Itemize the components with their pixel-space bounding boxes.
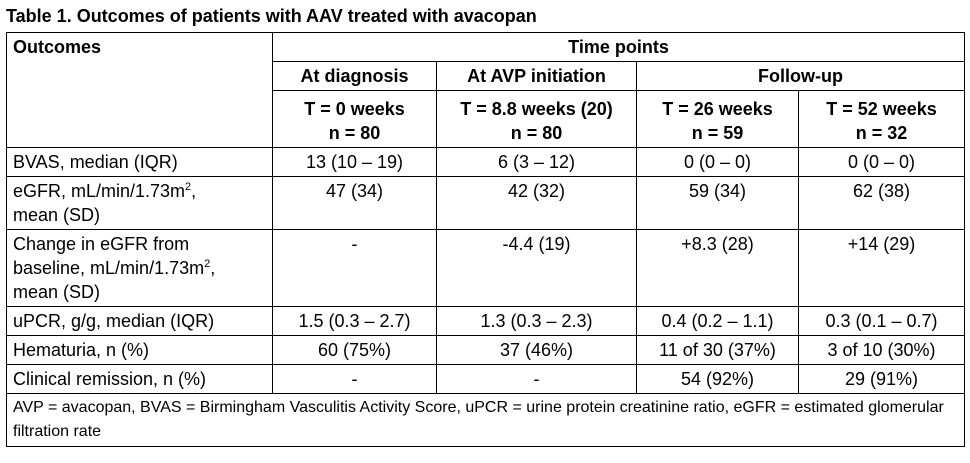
table-footnote: AVP = avacopan, BVAS = Birmingham Vascul… (6, 393, 965, 447)
table-cell: 6 (3 – 12) (436, 147, 637, 177)
superscript: 2 (204, 258, 211, 270)
header-row-groups: At diagnosis At AVP initiation Follow-up (7, 61, 965, 91)
footnote-row: AVP = avacopan, BVAS = Birmingham Vascul… (6, 393, 965, 447)
column-header: T = 26 weeks n = 59 (636, 90, 799, 148)
table-cell: 42 (32) (436, 176, 637, 230)
table-cell: 62 (38) (798, 176, 965, 230)
row-label: Hematuria, n (%) (6, 335, 273, 365)
table-cell: 0 (0 – 0) (798, 147, 965, 177)
column-header: T = 8.8 weeks (20) n = 80 (436, 90, 637, 148)
header-row-timepoints: T = 0 weeks n = 80 T = 8.8 weeks (20) n … (7, 90, 965, 148)
table-cell: 60 (75%) (272, 335, 437, 365)
table-row: uPCR, g/g, median (IQR) 1.5 (0.3 – 2.7) … (6, 306, 965, 336)
table-row: Change in eGFR from baseline, mL/min/1.7… (6, 229, 965, 307)
column-n: n = 32 (855, 123, 908, 143)
row-label: Change in eGFR from baseline, mL/min/1.7… (6, 229, 273, 307)
table-cell: +8.3 (28) (636, 229, 799, 307)
table-cell: 3 of 10 (30%) (798, 335, 965, 365)
table-cell: - (272, 229, 437, 307)
table-cell: 29 (91%) (798, 364, 965, 394)
table-caption: Table 1. Outcomes of patients with AAV t… (6, 6, 537, 26)
column-time: T = 0 weeks (304, 99, 405, 119)
table-cell: 0 (0 – 0) (636, 147, 799, 177)
outcomes-table: Outcomes Time points At diagnosis At AVP… (6, 32, 965, 447)
column-n: n = 59 (691, 123, 744, 143)
row-label: Clinical remission, n (%) (6, 364, 273, 394)
row-label: uPCR, g/g, median (IQR) (6, 306, 273, 336)
row-label-text: mean (SD) (13, 205, 101, 225)
group-header-diagnosis: At diagnosis (272, 61, 437, 91)
column-header: T = 0 weeks n = 80 (272, 90, 437, 148)
column-n: n = 80 (510, 123, 563, 143)
table-cell: 47 (34) (272, 176, 437, 230)
row-label-text: , (210, 258, 216, 278)
table-row: Hematuria, n (%) 60 (75%) 37 (46%) 11 of… (6, 335, 965, 365)
column-n: n = 80 (328, 123, 381, 143)
group-header-avp-initiation: At AVP initiation (436, 61, 637, 91)
outcomes-header: Outcomes (6, 32, 273, 148)
table-cell: 37 (46%) (436, 335, 637, 365)
table-cell: 1.5 (0.3 – 2.7) (272, 306, 437, 336)
row-label-text: , (191, 181, 197, 201)
table-row: BVAS, median (IQR) 13 (10 – 19) 6 (3 – 1… (6, 147, 965, 177)
table-cell: 0.4 (0.2 – 1.1) (636, 306, 799, 336)
row-label-text: baseline, mL/min/1.73m (13, 258, 205, 278)
row-label-text: Change in eGFR from (13, 234, 190, 254)
table-cell: 13 (10 – 19) (272, 147, 437, 177)
time-points-header: Time points (272, 32, 965, 62)
column-time: T = 52 weeks (826, 99, 937, 119)
table-row: Clinical remission, n (%) - - 54 (92%) 2… (6, 364, 965, 394)
table-row: eGFR, mL/min/1.73m2, mean (SD) 47 (34) 4… (6, 176, 965, 230)
column-header: T = 52 weeks n = 32 (798, 90, 965, 148)
header-row-time-points: Outcomes Time points (6, 32, 965, 148)
table-cell: - (436, 364, 637, 394)
table-cell: -4.4 (19) (436, 229, 637, 307)
row-label: BVAS, median (IQR) (6, 147, 273, 177)
table-cell: +14 (29) (798, 229, 965, 307)
group-header-follow-up: Follow-up (636, 61, 965, 91)
table-cell: 11 of 30 (37%) (636, 335, 799, 365)
table-cell: - (272, 364, 437, 394)
table-cell: 59 (34) (636, 176, 799, 230)
row-label-text: eGFR, mL/min/1.73m (13, 181, 186, 201)
row-label: eGFR, mL/min/1.73m2, mean (SD) (6, 176, 273, 230)
column-time: T = 8.8 weeks (20) (460, 99, 613, 119)
table-cell: 0.3 (0.1 – 0.7) (798, 306, 965, 336)
table-cell: 1.3 (0.3 – 2.3) (436, 306, 637, 336)
table-cell: 54 (92%) (636, 364, 799, 394)
column-time: T = 26 weeks (662, 99, 773, 119)
row-label-text: mean (SD) (13, 282, 101, 302)
superscript: 2 (185, 181, 192, 193)
